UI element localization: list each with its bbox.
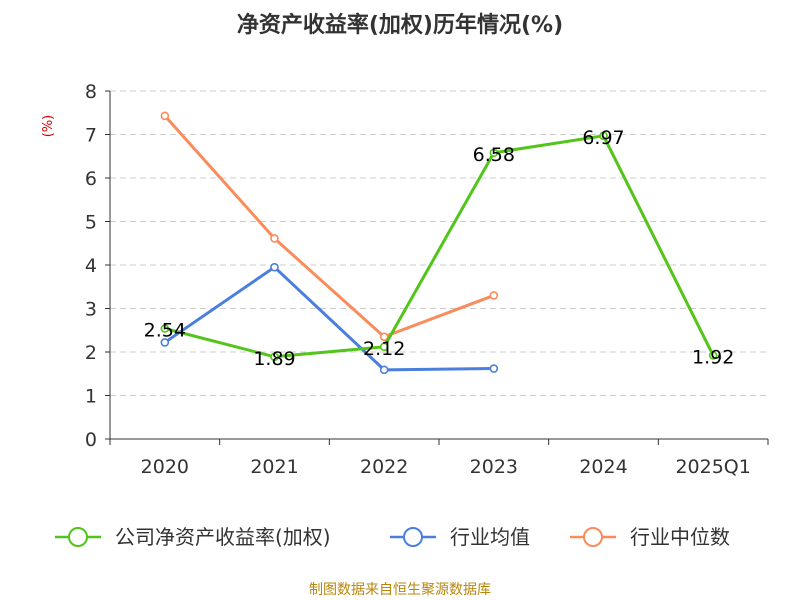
data-point: [270, 352, 279, 362]
legend-item-1[interactable]: 行业均值: [390, 525, 530, 549]
data-label: 1.92: [692, 346, 734, 368]
y-tick-label: 3: [85, 299, 97, 321]
series-line-1: [163, 265, 494, 372]
legend-label: 行业中位数: [630, 525, 730, 549]
data-point: [270, 234, 279, 243]
legend[interactable]: 公司净资产收益率(加权) 行业均值 行业中位数: [55, 525, 730, 549]
x-tick-label: 2020: [141, 456, 189, 478]
data-point: [160, 324, 170, 333]
series-line-2: [163, 114, 495, 339]
legend-label: 公司净资产收益率(加权): [115, 525, 331, 549]
y-tick-label: 2: [85, 342, 97, 364]
y-axis-unit-label: (%): [41, 115, 56, 138]
y-tick-label: 1: [85, 386, 97, 408]
data-label: 2.12: [363, 338, 405, 360]
chart-title: 净资产收益率(加权)历年情况(%): [237, 12, 563, 38]
data-point: [379, 332, 389, 342]
y-tick-label: 8: [85, 81, 97, 103]
series-lines: [160, 111, 718, 375]
gridlines: [110, 90, 768, 396]
data-point: [379, 365, 389, 375]
y-tick-label: 6: [85, 168, 97, 190]
data-point: [599, 131, 608, 141]
data-labels: 2.54 1.89 2.12 6.58 6.97 1.92: [144, 127, 735, 370]
data-label: 1.89: [253, 348, 295, 370]
legend-marker: [403, 527, 423, 547]
source-note: 制图数据来自恒生聚源数据库: [309, 582, 491, 598]
data-point: [708, 351, 718, 360]
data-point: [489, 148, 499, 158]
y-tick-label: 7: [85, 125, 97, 147]
series-line-0: [164, 134, 715, 359]
y-tick-label: 5: [85, 212, 97, 234]
data-point: [489, 364, 499, 373]
legend-item-2[interactable]: 行业中位数: [570, 525, 730, 549]
x-tick-label: 2024: [579, 456, 627, 478]
x-tick-label: 2021: [250, 456, 298, 478]
legend-marker: [583, 527, 603, 547]
data-point: [160, 111, 170, 121]
data-point: [489, 291, 499, 300]
y-tick-label: 0: [85, 429, 97, 451]
y-axis-ticks: 0 1 2 3 4 5 6 7 8: [85, 81, 110, 451]
legend-marker: [68, 527, 88, 547]
x-axis-ticks: 2020 2021 2022 2023 2024 2025Q1: [109, 439, 769, 478]
data-label: 2.54: [144, 320, 186, 342]
data-label: 6.58: [473, 144, 515, 166]
data-point: [160, 338, 170, 347]
x-tick-label: 2022: [360, 456, 408, 478]
legend-label: 行业均值: [450, 525, 530, 549]
data-point: [270, 262, 279, 272]
data-label: 6.97: [582, 127, 624, 149]
y-tick-label: 4: [85, 255, 97, 277]
x-tick-label: 2023: [470, 456, 518, 478]
x-tick-label: 2025Q1: [675, 456, 750, 478]
data-point: [379, 342, 389, 352]
legend-item-0[interactable]: 公司净资产收益率(加权): [55, 525, 331, 549]
